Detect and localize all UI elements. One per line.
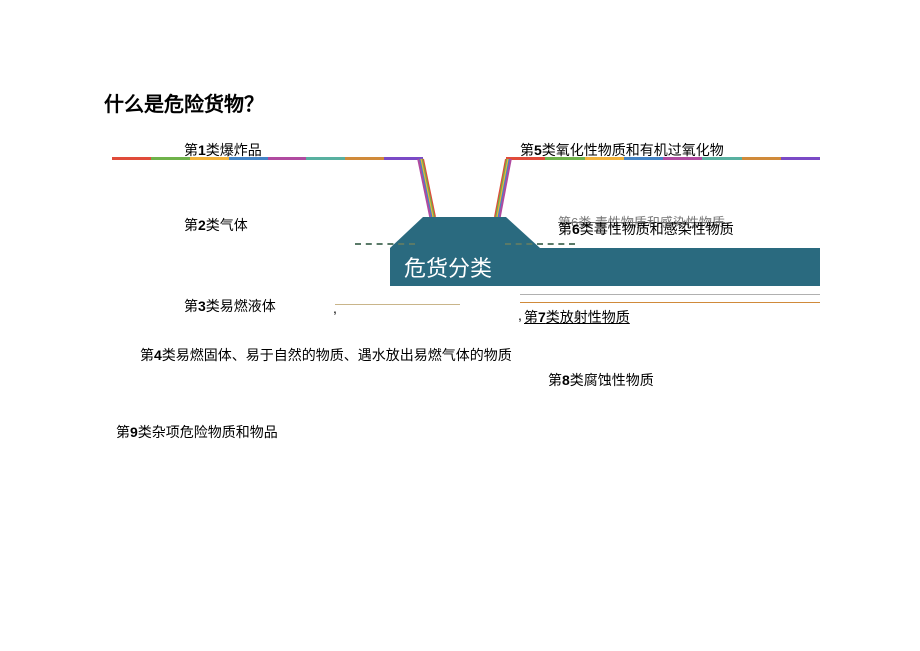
center-band: 危货分类 xyxy=(390,248,820,286)
category-suffix: 类杂项危险物质和物品 xyxy=(138,424,278,440)
dashed-wire-left xyxy=(355,243,415,245)
category-4: 第4类易燃固体、易于自然的物质、遇水放出易燃气体的物质 xyxy=(140,345,512,365)
center-band-label: 危货分类 xyxy=(404,251,492,283)
category-suffix: 类气体 xyxy=(206,217,248,233)
category-9: 第9类杂项危险物质和物品 xyxy=(116,422,278,442)
center-trapezoid xyxy=(0,0,920,400)
category-suffix: 类放射性物质 xyxy=(546,309,630,325)
category-number: 4 xyxy=(154,347,162,363)
category-number: 6 xyxy=(572,221,580,237)
category-5: 第5类氧化性物质和有机过氧化物 xyxy=(520,140,724,160)
category-prefix: 第 xyxy=(184,298,198,314)
category-suffix: 类腐蚀性物质 xyxy=(570,372,654,388)
category-suffix: 类爆炸品 xyxy=(206,142,262,158)
category-prefix: 第 xyxy=(116,424,130,440)
category-number: 2 xyxy=(198,217,206,233)
category-8: 第8类腐蚀性物质 xyxy=(548,370,654,390)
page-title: 什么是危险货物？ xyxy=(104,88,264,117)
category-number: 3 xyxy=(198,298,206,314)
category-number: 1 xyxy=(198,142,206,158)
category-prefix: 第 xyxy=(520,142,534,158)
category-prefix: 第 xyxy=(184,142,198,158)
category-prefix: 第 xyxy=(558,221,572,237)
category-6: 第6类毒性物质和感染性物质 xyxy=(558,219,734,239)
category-prefix: 第 xyxy=(548,372,562,388)
comma-2: , xyxy=(518,307,522,323)
category-prefix: 第 xyxy=(184,217,198,233)
dashed-wire-right xyxy=(505,243,575,245)
category-1: 第1类爆炸品 xyxy=(184,140,262,160)
category-number: 8 xyxy=(562,372,570,388)
thin-line-3 xyxy=(520,302,820,303)
category-suffix: 类氧化性物质和有机过氧化物 xyxy=(542,142,724,158)
category-7: 第7类放射性物质 xyxy=(524,307,630,327)
category-3: 第3类易燃液体 xyxy=(184,296,276,316)
category-prefix: 第 xyxy=(524,309,538,325)
category-prefix: 第 xyxy=(140,347,154,363)
category-2: 第2类气体 xyxy=(184,215,248,235)
category-suffix: 类毒性物质和感染性物质 xyxy=(580,221,734,237)
category-number: 5 xyxy=(534,142,542,158)
category-suffix: 类易燃固体、易于自然的物质、遇水放出易燃气体的物质 xyxy=(162,347,512,363)
category-number: 7 xyxy=(538,309,546,325)
category-number: 9 xyxy=(130,424,138,440)
thin-line-2 xyxy=(520,294,820,295)
category-suffix: 类易燃液体 xyxy=(206,298,276,314)
thin-line-1 xyxy=(335,304,460,305)
top-line-left xyxy=(112,157,423,160)
comma-1: , xyxy=(333,300,337,316)
